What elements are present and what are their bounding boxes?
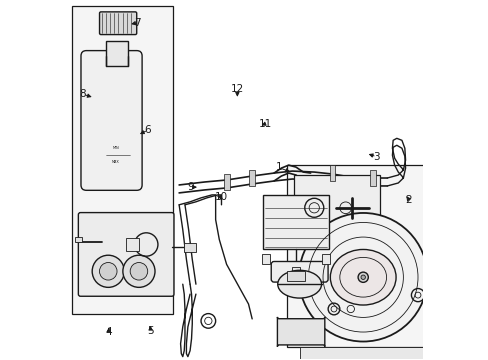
Text: MAX: MAX <box>111 160 119 164</box>
Circle shape <box>357 272 367 282</box>
Circle shape <box>360 275 365 279</box>
Bar <box>125 238 139 251</box>
Bar <box>292 267 299 277</box>
Text: 10: 10 <box>214 192 227 202</box>
Bar <box>321 255 330 264</box>
Circle shape <box>92 255 124 287</box>
Text: 5: 5 <box>147 326 154 336</box>
Bar <box>261 255 270 264</box>
FancyBboxPatch shape <box>271 261 327 282</box>
Bar <box>75 237 82 242</box>
FancyBboxPatch shape <box>78 213 174 296</box>
Bar <box>106 41 128 66</box>
Text: 1: 1 <box>275 162 282 172</box>
Text: 12: 12 <box>230 84 244 94</box>
Bar <box>329 165 335 181</box>
Bar <box>249 170 255 186</box>
Text: 7: 7 <box>134 18 141 28</box>
Text: 3: 3 <box>373 152 379 162</box>
Ellipse shape <box>277 270 321 298</box>
Bar <box>286 165 425 347</box>
FancyBboxPatch shape <box>81 51 142 190</box>
FancyBboxPatch shape <box>277 317 324 347</box>
Text: 2: 2 <box>405 195 411 204</box>
Text: 6: 6 <box>144 125 151 135</box>
FancyBboxPatch shape <box>100 12 137 35</box>
Bar <box>369 170 375 186</box>
Circle shape <box>122 255 155 287</box>
Bar <box>299 347 427 360</box>
Circle shape <box>130 262 147 280</box>
Bar <box>184 243 196 252</box>
Circle shape <box>298 213 427 342</box>
Circle shape <box>99 262 117 280</box>
Text: 11: 11 <box>259 118 272 129</box>
Text: MIN: MIN <box>112 146 119 150</box>
Bar <box>263 195 328 249</box>
Text: 9: 9 <box>186 182 193 192</box>
Bar <box>286 271 304 281</box>
Bar <box>293 175 379 230</box>
Ellipse shape <box>330 249 395 305</box>
Bar <box>223 174 229 190</box>
Bar <box>72 6 173 314</box>
Text: 8: 8 <box>80 89 86 99</box>
Text: 4: 4 <box>105 327 112 337</box>
